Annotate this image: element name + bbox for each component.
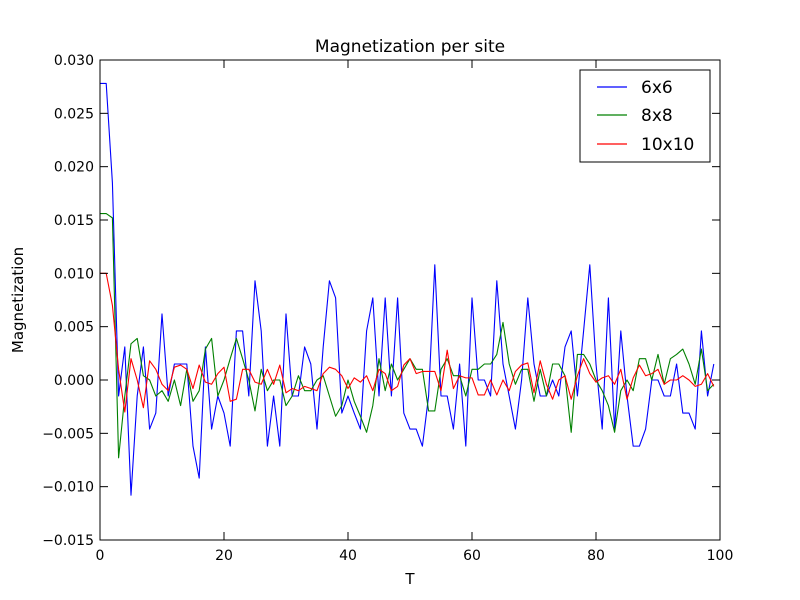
legend-label-8x8: 8x8: [641, 106, 673, 126]
chart-title: Magnetization per site: [315, 37, 505, 57]
x-axis-label: T: [404, 570, 415, 588]
x-tick-label: 60: [463, 548, 481, 564]
series-line-8x8: [100, 213, 715, 459]
x-tick-label: 20: [215, 548, 233, 564]
y-tick-label: −0.015: [42, 533, 94, 549]
y-axis-label: Magnetization: [9, 247, 27, 353]
plot-frame: [99, 59, 721, 541]
x-tick-label: 40: [339, 548, 357, 564]
y-tick-label: 0.025: [54, 106, 94, 122]
x-tick-label: 0: [96, 548, 105, 564]
y-tick-label: 0.030: [54, 53, 94, 69]
y-tick-label: 0.015: [54, 213, 94, 229]
series-line-10x10: [100, 272, 715, 413]
y-tick-label: 0.010: [54, 266, 94, 282]
legend-box: [579, 69, 711, 163]
ticks-layer: 0 20 40 60 80 100 −0.015 −0.010 −0.005 0.000 0.005…: [42, 53, 733, 564]
x-tick-label: 80: [587, 548, 605, 564]
legend: 6x6 8x8 10x10: [579, 69, 711, 163]
y-tick-label: −0.005: [42, 426, 94, 442]
y-tick-label: 0.000: [54, 373, 94, 389]
y-tick-label: 0.005: [54, 320, 94, 336]
series-line-6x6: [100, 82, 715, 496]
y-tick-label: 0.020: [54, 160, 94, 176]
legend-label-10x10: 10x10: [641, 135, 694, 155]
y-tick-label: −0.010: [42, 480, 94, 496]
x-tick-label: 100: [707, 548, 734, 564]
legend-label-6x6: 6x6: [641, 78, 673, 98]
series-layer: [100, 82, 715, 496]
